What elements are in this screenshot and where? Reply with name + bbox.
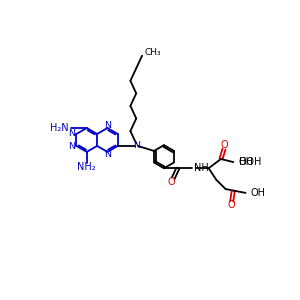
Text: OH: OH (251, 188, 266, 198)
Text: NH₂: NH₂ (77, 162, 96, 172)
Text: HOH: HOH (239, 157, 262, 167)
Text: O: O (227, 200, 235, 210)
Text: N: N (104, 121, 111, 130)
Text: N: N (133, 141, 140, 150)
Text: N: N (68, 129, 75, 138)
Text: N: N (68, 142, 75, 151)
Text: O: O (221, 140, 229, 150)
Text: NH: NH (194, 163, 209, 173)
Text: O: O (168, 177, 176, 187)
Text: N: N (104, 150, 111, 159)
Text: OH: OH (239, 157, 254, 167)
Text: H₂N: H₂N (50, 123, 68, 133)
Text: CH₃: CH₃ (144, 48, 161, 57)
